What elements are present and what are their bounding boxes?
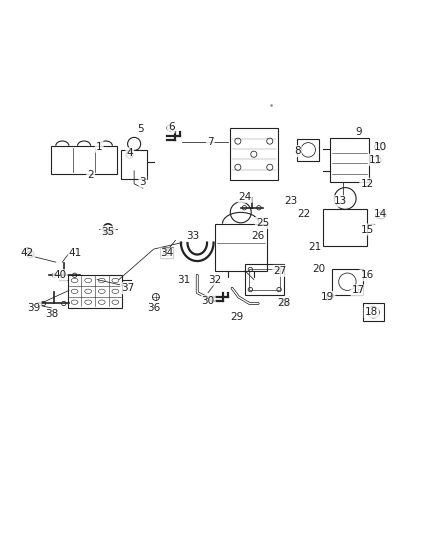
Text: 18: 18 [365,307,378,317]
Text: 19: 19 [321,292,335,302]
Text: 31: 31 [177,274,191,285]
Text: 32: 32 [208,274,221,285]
Text: 4: 4 [127,148,133,158]
Text: 35: 35 [101,227,115,237]
Text: 2: 2 [87,170,94,180]
Text: 36: 36 [147,303,160,313]
Text: 3: 3 [140,176,146,187]
Text: 24: 24 [238,192,252,202]
Text: 6: 6 [168,122,174,132]
Text: 5: 5 [138,124,144,134]
Text: 21: 21 [308,242,321,252]
Text: 16: 16 [360,270,374,280]
Text: 37: 37 [121,283,134,293]
Text: 23: 23 [284,196,297,206]
Text: 33: 33 [186,231,200,241]
Text: 30: 30 [201,296,215,306]
Text: 15: 15 [360,224,374,235]
Text: 8: 8 [294,146,300,156]
Text: 40: 40 [53,270,67,280]
Text: 10: 10 [374,142,387,152]
Text: 13: 13 [334,196,347,206]
Text: 20: 20 [313,264,326,273]
Text: 22: 22 [297,209,311,219]
Text: 14: 14 [374,209,387,219]
Text: 34: 34 [160,248,173,259]
Text: 7: 7 [207,138,214,148]
Text: 29: 29 [230,312,243,321]
Text: 26: 26 [251,231,265,241]
Text: 27: 27 [273,266,286,276]
Text: 11: 11 [369,155,382,165]
Text: 25: 25 [256,218,269,228]
Text: 39: 39 [28,303,41,313]
Text: 41: 41 [69,248,82,259]
Text: 38: 38 [45,309,58,319]
Text: 1: 1 [96,142,102,152]
Text: 28: 28 [278,298,291,309]
Text: 42: 42 [21,248,34,259]
Text: 9: 9 [355,126,362,136]
Text: 12: 12 [360,179,374,189]
Text: 17: 17 [352,286,365,295]
